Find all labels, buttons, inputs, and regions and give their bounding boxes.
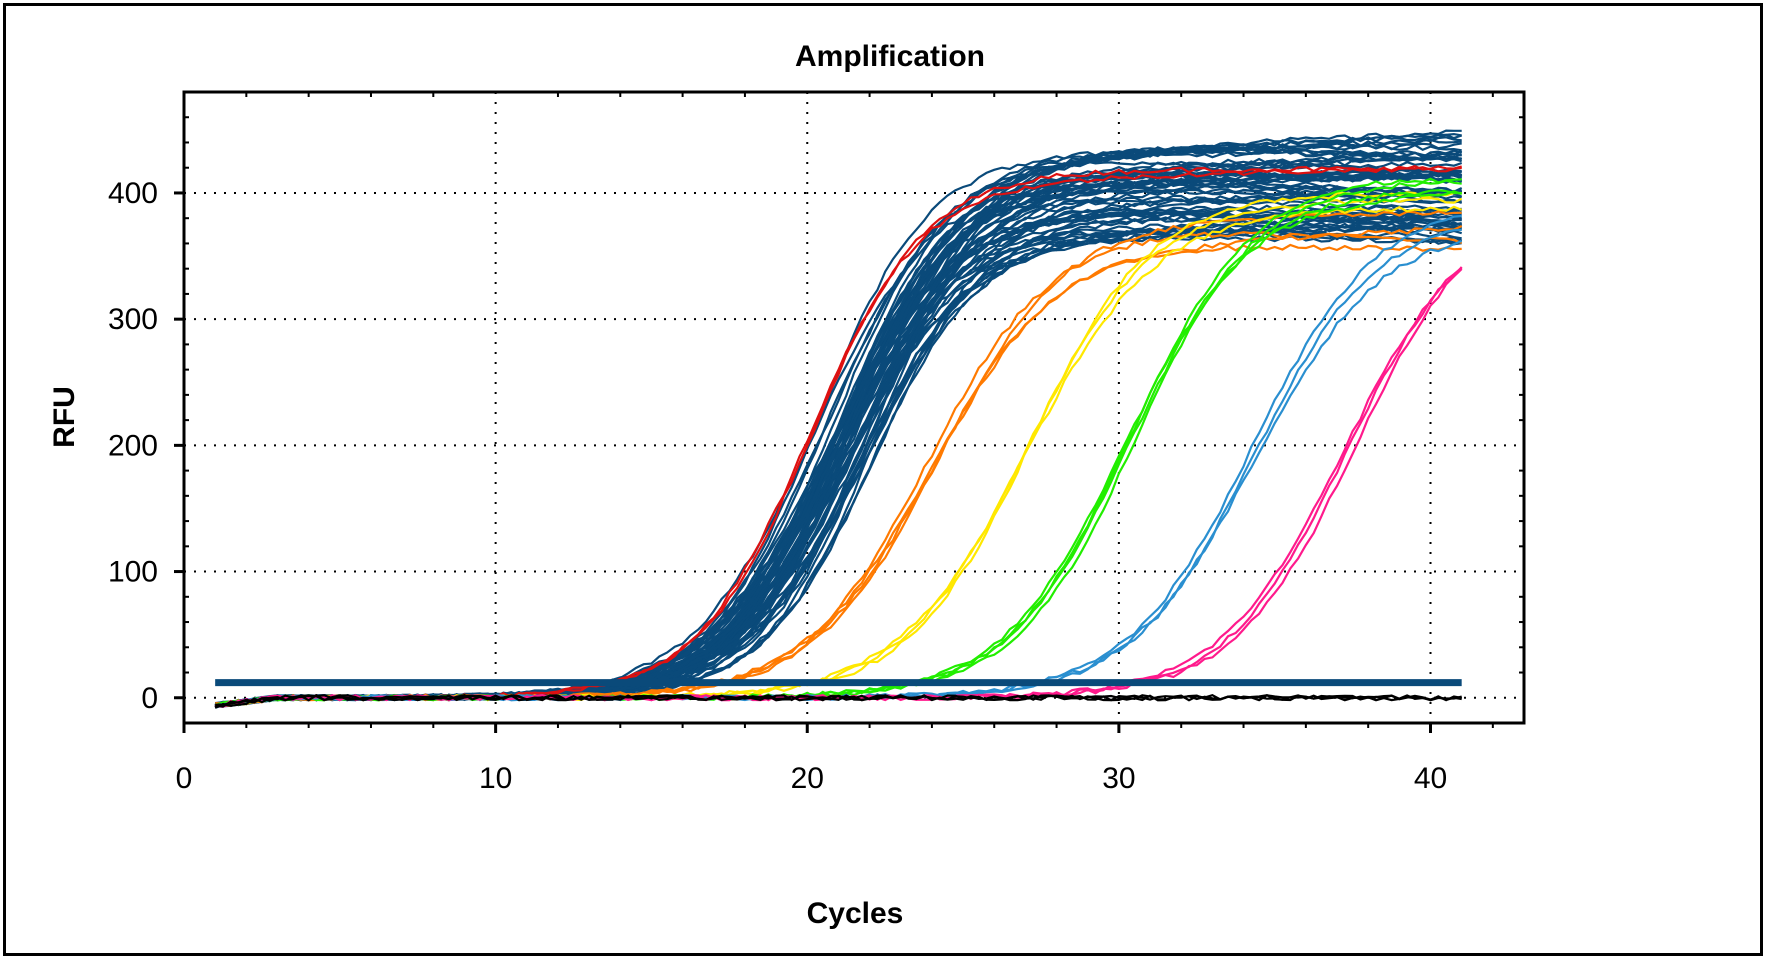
y-tick-label: 100 bbox=[108, 556, 158, 589]
x-tick-label: 10 bbox=[479, 762, 512, 795]
y-tick-label: 200 bbox=[108, 429, 158, 462]
x-tick-label: 30 bbox=[1102, 762, 1135, 795]
y-tick-label: 300 bbox=[108, 303, 158, 336]
chart-title: Amplification bbox=[795, 40, 985, 73]
amplification-curve bbox=[215, 694, 1462, 708]
y-tick-label: 400 bbox=[108, 177, 158, 210]
amplification-curve bbox=[214, 188, 1462, 707]
y-tick-label: 0 bbox=[141, 682, 158, 715]
amplification-curve bbox=[214, 694, 1462, 709]
amplification-curves bbox=[214, 129, 1463, 709]
amplification-curve bbox=[215, 167, 1462, 708]
y-axis-label: RFU bbox=[48, 386, 81, 448]
x-tick-label: 20 bbox=[791, 762, 824, 795]
x-axis-label: Cycles bbox=[807, 897, 904, 930]
chart-frame: Amplification 0 10 20 30 40 0 100 200 300 400 Cyc… bbox=[3, 3, 1763, 956]
x-tick-label: 0 bbox=[176, 762, 193, 795]
amplification-curve bbox=[214, 197, 1462, 709]
x-tick-label: 40 bbox=[1414, 762, 1447, 795]
plot-border bbox=[182, 90, 1526, 725]
